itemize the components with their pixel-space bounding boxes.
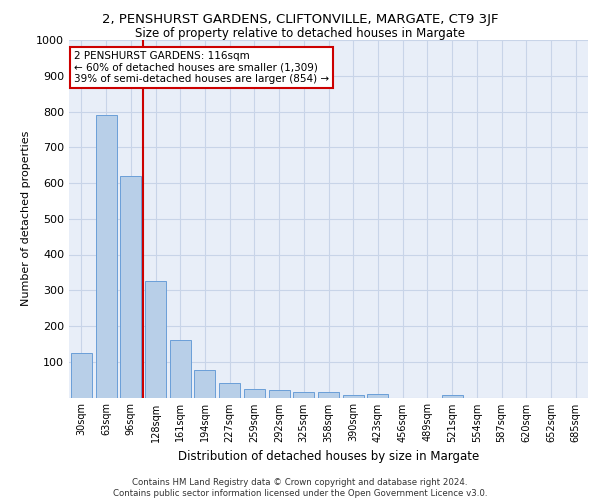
Text: 2 PENSHURST GARDENS: 116sqm
← 60% of detached houses are smaller (1,309)
39% of : 2 PENSHURST GARDENS: 116sqm ← 60% of det…: [74, 50, 329, 84]
Text: Size of property relative to detached houses in Margate: Size of property relative to detached ho…: [135, 28, 465, 40]
Bar: [194, 370, 215, 398]
Bar: [343, 394, 364, 398]
Y-axis label: Number of detached properties: Number of detached properties: [20, 131, 31, 306]
Bar: [293, 392, 314, 398]
Bar: [219, 383, 240, 398]
Bar: [244, 388, 265, 398]
X-axis label: Distribution of detached houses by size in Margate: Distribution of detached houses by size …: [178, 450, 479, 463]
Text: 2, PENSHURST GARDENS, CLIFTONVILLE, MARGATE, CT9 3JF: 2, PENSHURST GARDENS, CLIFTONVILLE, MARG…: [102, 12, 498, 26]
Bar: [318, 392, 339, 398]
Bar: [367, 394, 388, 398]
Bar: [71, 353, 92, 398]
Bar: [120, 176, 141, 398]
Bar: [170, 340, 191, 398]
Bar: [269, 390, 290, 398]
Text: Contains HM Land Registry data © Crown copyright and database right 2024.
Contai: Contains HM Land Registry data © Crown c…: [113, 478, 487, 498]
Bar: [145, 282, 166, 398]
Bar: [442, 394, 463, 398]
Bar: [95, 115, 116, 398]
